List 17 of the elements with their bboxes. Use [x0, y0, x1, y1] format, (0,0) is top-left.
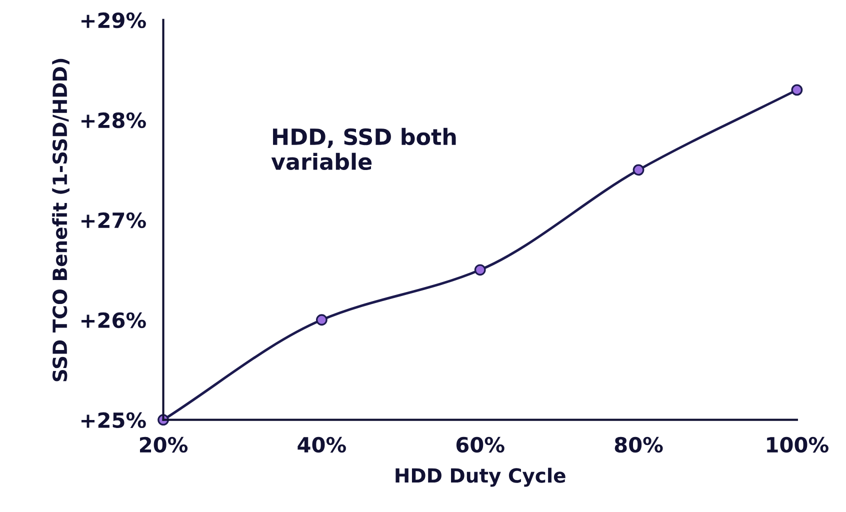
x-tick-label: 80% [614, 436, 663, 453]
point [791, 84, 803, 96]
x-tick-label: 40% [298, 436, 346, 453]
point [316, 314, 328, 326]
y-tick-label: +26% [81, 312, 146, 328]
x-tick-label: 60% [456, 436, 504, 453]
y-axis-title: SSD TCO Benefit (1-SSD/HDD) [52, 58, 70, 382]
point [632, 164, 644, 176]
annotation: HDD, SSD both variable [271, 128, 456, 170]
point [474, 264, 486, 276]
x-tick-label: 20% [140, 436, 188, 453]
y-tick-label: +29% [81, 12, 146, 28]
y-tick-label: +25% [81, 412, 146, 428]
x-axis-title: HDD Duty Cycle [396, 468, 566, 487]
y-tick-label: +27% [81, 212, 146, 228]
x-tick-label: 100% [767, 436, 828, 453]
y-tick-label: +28% [81, 112, 146, 128]
